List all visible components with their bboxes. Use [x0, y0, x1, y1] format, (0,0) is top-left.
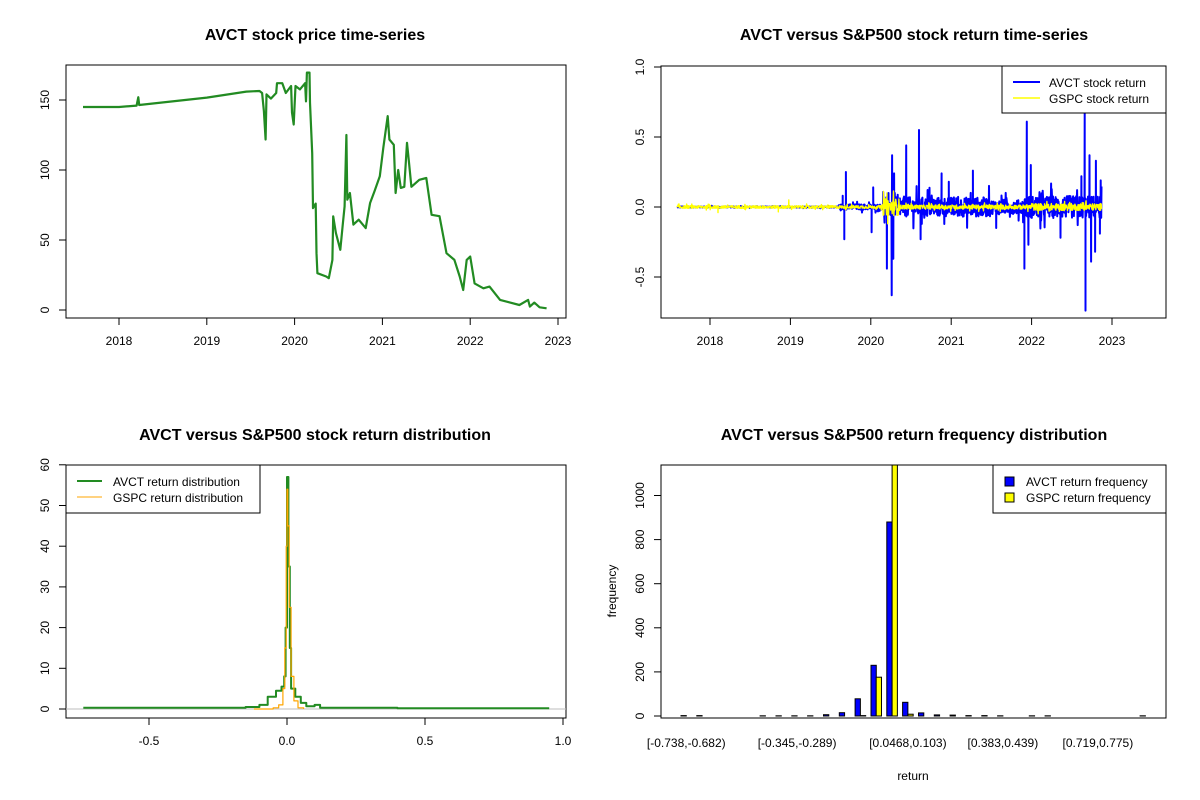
y-tick-label: 50 — [38, 233, 52, 247]
gspc-frequency-bar — [907, 713, 914, 717]
y-tick-label: 400 — [633, 617, 647, 637]
plot-frame — [660, 65, 1167, 319]
x-tick-label: [-0.345,-0.289) — [758, 736, 837, 750]
y-tick-label: -0.5 — [633, 266, 647, 287]
return-chart-title: AVCT versus S&P500 stock return time-ser… — [740, 27, 1088, 44]
plot-frame — [65, 64, 567, 319]
x-tick-label: [-0.738,-0.682) — [647, 736, 726, 750]
legend-label-gspc: GSPC stock return — [1049, 92, 1149, 106]
avct-density-line — [83, 476, 550, 710]
gspc-density-line — [253, 488, 305, 710]
y-tick-label: 100 — [38, 160, 52, 180]
avct-frequency-bar — [838, 712, 846, 717]
x-tick-label: 2023 — [1099, 334, 1126, 348]
histogram-x-axis-label: return — [897, 769, 928, 783]
legend-swatch-avct — [1004, 476, 1015, 487]
x-tick-label: 2022 — [1018, 334, 1045, 348]
avct-frequency-bar — [854, 698, 861, 717]
avct-frequency-bar — [886, 521, 893, 717]
legend-label-avct: AVCT return frequency — [1026, 475, 1148, 489]
gspc-frequency-bar — [891, 465, 898, 717]
x-tick-label: 2018 — [106, 334, 133, 348]
y-tick-label: 600 — [633, 573, 647, 593]
density-panel: -0.5 0.0 0.5 1.0 0 10 20 30 40 50 60 — [38, 458, 572, 748]
y-tick-label: 0.0 — [633, 198, 647, 215]
x-tick-label: 2023 — [545, 334, 572, 348]
legend-label-gspc: GSPC return frequency — [1026, 491, 1151, 505]
histogram-y-axis-label: frequency — [605, 565, 619, 618]
avct-frequency-bar — [933, 714, 941, 717]
x-tick-label: 0.5 — [417, 734, 434, 748]
x-tick-label: [0.383,0.439) — [968, 736, 1039, 750]
x-tick-label: 2019 — [777, 334, 804, 348]
histogram-chart-title: AVCT versus S&P500 return frequency dist… — [721, 427, 1107, 444]
y-tick-label: 800 — [633, 529, 647, 549]
x-tick-label: 2020 — [857, 334, 884, 348]
avct-frequency-bar — [902, 701, 909, 717]
x-tick-label: 2022 — [457, 334, 484, 348]
histogram-panel: 0 200 400 600 800 1000 [-0.738,-0.682) [-0.345,… — [633, 464, 1167, 750]
y-tick-label: 20 — [38, 621, 52, 635]
density-chart-title: AVCT versus S&P500 stock return distribu… — [139, 427, 491, 444]
y-tick-label: 60 — [38, 458, 52, 472]
x-tick-label: 2021 — [938, 334, 965, 348]
avct-frequency-bar — [918, 712, 925, 717]
return-panel: 2018 2019 2020 2021 2022 2023 -0.5 0.0 0.5 1.0 — [633, 58, 1167, 348]
density-legend: AVCT return distribution GSPC return dis… — [65, 464, 261, 514]
y-tick-label: 200 — [633, 662, 647, 682]
legend-label-avct: AVCT stock return — [1049, 76, 1146, 90]
avct-frequency-bar — [949, 714, 956, 717]
x-tick-label: 1.0 — [555, 734, 572, 748]
plot-frame — [660, 464, 1167, 719]
legend-label-avct: AVCT return distribution — [113, 475, 240, 489]
x-tick-label: -0.5 — [139, 734, 160, 748]
price-panel: 2018 2019 2020 2021 2022 2023 0 50 100 150 — [38, 64, 572, 348]
y-tick-label: 30 — [38, 580, 52, 594]
legend-label-gspc: GSPC return distribution — [113, 491, 243, 505]
y-tick-label: 0 — [38, 306, 52, 313]
x-tick-label: 2020 — [281, 334, 308, 348]
y-tick-label: 50 — [38, 499, 52, 513]
avct-frequency-bar — [823, 714, 830, 717]
y-tick-label: 0 — [38, 705, 52, 712]
plot-frame — [65, 464, 567, 719]
y-tick-label: 10 — [38, 661, 52, 675]
y-tick-label: 1000 — [633, 482, 647, 509]
x-tick-label: [0.719,0.775) — [1062, 736, 1133, 750]
y-tick-label: 0 — [633, 712, 647, 719]
y-tick-label: 1.0 — [633, 58, 647, 75]
return-legend: AVCT stock return GSPC stock return — [1001, 65, 1167, 114]
x-tick-label: 2018 — [697, 334, 724, 348]
price-line — [83, 71, 547, 310]
y-tick-label: 150 — [38, 90, 52, 110]
gspc-return-line — [676, 190, 1103, 225]
gspc-frequency-bar — [875, 676, 882, 717]
x-tick-label: 2019 — [193, 334, 220, 348]
legend-swatch-gspc — [1004, 492, 1015, 503]
x-tick-label: 0.0 — [279, 734, 296, 748]
y-tick-label: 0.5 — [633, 128, 647, 145]
x-tick-label: 2021 — [369, 334, 396, 348]
histogram-legend: AVCT return frequency GSPC return freque… — [992, 464, 1167, 514]
y-tick-label: 40 — [38, 539, 52, 553]
price-chart-title: AVCT stock price time-series — [205, 27, 425, 44]
x-tick-label: [0.0468,0.103) — [869, 736, 946, 750]
avct-frequency-bar — [870, 664, 877, 717]
